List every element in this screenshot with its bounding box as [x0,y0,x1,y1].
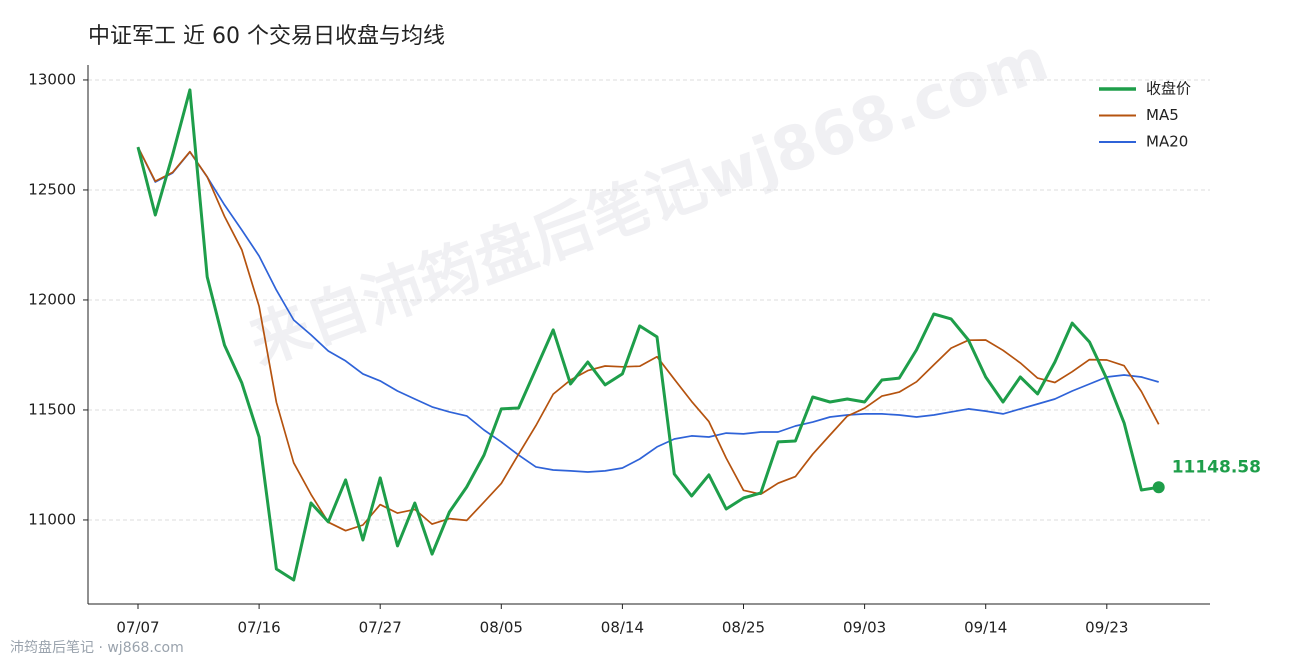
watermark: 来自沛筠盘后笔记wj868.com [241,25,1057,379]
x-tick-label: 07/27 [359,619,402,637]
x-tick-label: 08/14 [601,619,644,637]
y-tick-label: 13000 [28,70,76,88]
legend-label: MA20 [1146,133,1188,151]
y-tick-label: 11500 [28,400,76,418]
series-line [137,146,1160,532]
y-tick-label: 11000 [28,510,76,528]
x-tick-label: 09/03 [843,619,886,637]
y-tick-label: 12000 [28,290,76,308]
x-tick-label: 09/23 [1085,619,1128,637]
x-tick-label: 07/07 [116,619,159,637]
end-point [1152,481,1165,494]
series-line [136,88,1159,582]
legend-label: 收盘价 [1146,80,1191,98]
chart-title: 中证军工 近 60 个交易日收盘与均线 [88,24,445,49]
series-line [137,146,1159,473]
value-label: 11148.58 [1172,457,1261,477]
legend-label: MA5 [1146,106,1179,124]
footer: 沛筠盘后笔记 · wj868.com [10,639,184,656]
x-tick-label: 08/05 [480,619,523,637]
y-tick-label: 12500 [28,180,76,198]
x-tick-label: 07/16 [237,619,280,637]
x-tick-label: 08/25 [722,619,765,637]
x-tick-label: 09/14 [964,619,1007,637]
